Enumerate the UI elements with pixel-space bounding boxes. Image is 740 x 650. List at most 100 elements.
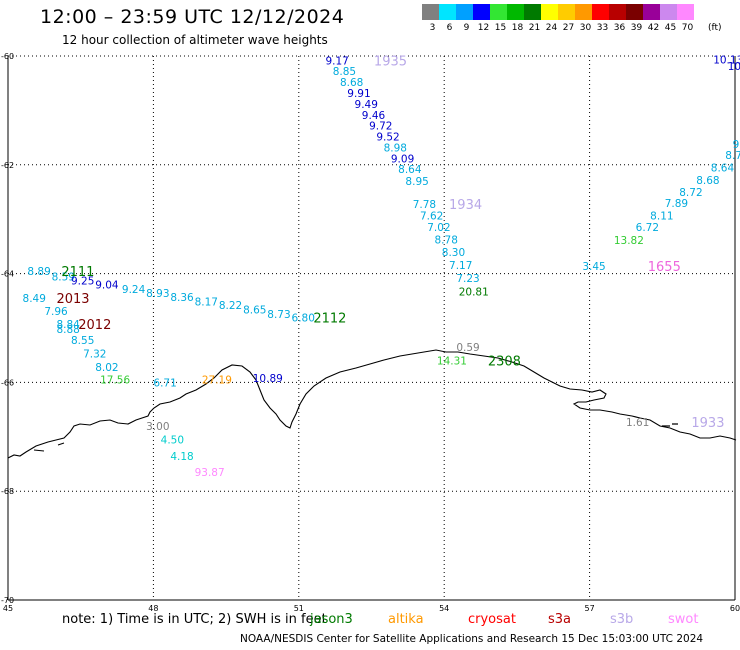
wave-height-label: 8.68 — [340, 77, 363, 89]
wave-height-label: 7.89 — [665, 198, 688, 210]
pass-time-label: 2112 — [313, 312, 346, 327]
wave-height-label: 8.11 — [650, 210, 673, 222]
wave-height-label: 6.71 — [153, 377, 176, 389]
lat-tick-label: -68 — [1, 487, 14, 496]
legend-label: 70 — [681, 23, 694, 33]
legend-label: 42 — [647, 23, 660, 33]
pass-time-label: 2111 — [61, 265, 94, 280]
satellite-key-swot: swot — [668, 612, 699, 627]
lon-tick-label: 57 — [585, 604, 595, 612]
coastline-fragment — [33, 442, 65, 452]
wave-height-label: 8.17 — [195, 296, 218, 308]
wave-height-label: 4.18 — [170, 451, 193, 463]
lat-tick-label: -64 — [1, 270, 14, 279]
wave-height-label: 8.30 — [442, 247, 465, 259]
wave-height-label: 8.02 — [95, 362, 118, 374]
legend-unit: (ft) — [708, 23, 722, 33]
wave-height-label: 9.09 — [391, 153, 414, 165]
wave-height-label: 8.22 — [219, 300, 242, 312]
satellite-key-altika: altika — [388, 612, 424, 627]
lat-tick-label: -70 — [1, 596, 14, 605]
pass-time-label: 1655 — [648, 260, 681, 275]
legend-label: 6 — [446, 23, 453, 33]
legend-swatch — [660, 4, 677, 20]
observation-labels: 9.178.858.689.919.499.469.729.528.989.09… — [23, 54, 740, 479]
wave-height-label: 13.82 — [614, 235, 644, 247]
legend-label: 12 — [477, 23, 490, 33]
wave-height-label: 8.85 — [333, 66, 356, 78]
legend-swatch — [524, 4, 541, 20]
wave-height-label: 8.88 — [56, 324, 79, 336]
wave-height-label: 8.89 — [27, 266, 50, 278]
wave-height-label: 9.49 — [355, 99, 378, 111]
pass-time-label: 1935 — [374, 54, 407, 69]
wave-height-label: 8.78 — [435, 234, 458, 246]
satellite-key-s3a: s3a — [548, 612, 572, 627]
legend-label: 45 — [664, 23, 677, 33]
legend-swatch — [473, 4, 490, 20]
pass-time-labels: 1935 1934 1655 2111 2013 2012 2112 2308 1933 — [56, 54, 724, 431]
antarctic-coastline — [7, 349, 737, 459]
wave-height-label: 8.55 — [71, 335, 94, 347]
wave-height-label: 8.65 — [243, 305, 266, 317]
legend-label: 3 — [429, 23, 436, 33]
wave-height-label: 6.80 — [292, 313, 315, 325]
wave-height-label: 8.59 — [52, 271, 75, 283]
legend-swatch — [575, 4, 592, 20]
wave-height-label: 9.72 — [369, 121, 392, 133]
legend-label: 27 — [562, 23, 575, 33]
note-text: note: 1) Time is in UTC; 2) SWH is in fe… — [62, 612, 327, 627]
legend-swatch — [677, 4, 694, 20]
wave-height-label: 7.62 — [420, 210, 443, 222]
legend-label: 9 — [463, 23, 470, 33]
legend-label: 33 — [596, 23, 609, 33]
legend-swatch — [490, 4, 507, 20]
wave-height-label: 9.91 — [347, 88, 370, 100]
wave-height-label: 17.56 — [100, 375, 130, 387]
wave-height-label: 8.64 — [711, 163, 735, 175]
legend-swatch — [507, 4, 524, 20]
wave-height-label: 9.46 — [362, 110, 386, 122]
pass-time-label: 1933 — [691, 416, 724, 431]
pass-time-label: 2012 — [78, 318, 111, 333]
wave-height-label: 20.81 — [459, 287, 489, 299]
wave-height-label: 8.36 — [170, 292, 194, 304]
wave-height-label: 8.84 — [56, 319, 80, 331]
lat-tick-label: -60 — [1, 52, 14, 61]
legend-swatch — [609, 4, 626, 20]
satellite-key-cryosat: cryosat — [468, 612, 516, 627]
wave-height-label: 8.93 — [146, 288, 169, 300]
wave-height-label: 10.89 — [253, 373, 283, 385]
wave-height-label: 4.50 — [161, 435, 184, 447]
wave-height-label: 9.17 — [325, 55, 348, 67]
wave-height-label: 9. — [733, 139, 740, 151]
wave-height-label: 9.04 — [95, 279, 119, 291]
wave-height-label: 6.72 — [636, 222, 659, 234]
wave-height-label: 8.73 — [267, 309, 290, 321]
lon-tick-label: 60 — [730, 604, 740, 612]
wave-height-label: 7.96 — [44, 306, 68, 318]
wave-height-label: 10.13 — [713, 54, 740, 66]
footer-credit: NOAA/NESDIS Center for Satellite Applica… — [240, 633, 704, 645]
wave-height-label: 7.23 — [456, 273, 479, 285]
legend-label: 39 — [630, 23, 643, 33]
legend-swatch — [626, 4, 643, 20]
altimeter-map: 9.178.858.689.919.499.469.729.528.989.09… — [1, 52, 740, 612]
legend-label: 36 — [613, 23, 626, 33]
wave-height-label: 9.52 — [376, 132, 399, 144]
wave-height-label: 8.98 — [384, 142, 407, 154]
wave-height-label: 8.64 — [398, 164, 422, 176]
legend-swatch — [592, 4, 609, 20]
wave-height-label: 8.78 — [725, 150, 740, 162]
lon-tick-label: 51 — [294, 604, 304, 612]
wave-height-label: 27.19 — [202, 375, 232, 387]
legend-swatch — [439, 4, 456, 20]
wave-height-label: 9.24 — [122, 284, 146, 296]
legend-label: 24 — [545, 23, 558, 33]
legend-swatch — [541, 4, 558, 20]
legend-label: 15 — [494, 23, 507, 33]
graticule-grid — [7, 55, 736, 601]
legend-label: 18 — [511, 23, 524, 33]
lon-tick-label: 45 — [3, 604, 13, 612]
